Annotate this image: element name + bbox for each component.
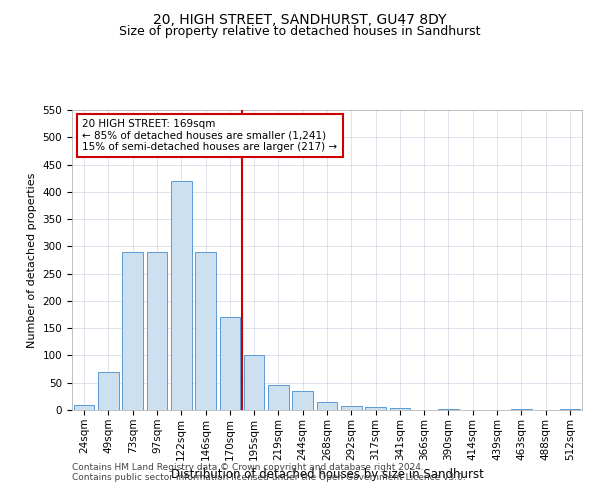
Bar (244, 356, 265, 410)
Text: Contains HM Land Registry data © Crown copyright and database right 2024.: Contains HM Land Registry data © Crown c… (72, 464, 424, 472)
Bar (341, 406, 362, 410)
X-axis label: Distribution of detached houses by size in Sandhurst: Distribution of detached houses by size … (170, 468, 484, 481)
Bar (268, 386, 289, 410)
Bar (122, 252, 143, 410)
Text: Size of property relative to detached houses in Sandhurst: Size of property relative to detached ho… (119, 25, 481, 38)
Bar (74, 404, 94, 410)
Bar (389, 408, 410, 410)
Bar (560, 409, 580, 410)
Bar (511, 409, 532, 410)
Bar (171, 181, 191, 410)
Bar (317, 402, 337, 410)
Bar (98, 372, 119, 410)
Bar (220, 318, 240, 410)
Bar (146, 252, 167, 410)
Bar (438, 409, 459, 410)
Text: 20, HIGH STREET, SANDHURST, GU47 8DY: 20, HIGH STREET, SANDHURST, GU47 8DY (153, 12, 447, 26)
Bar (365, 408, 386, 410)
Text: Contains public sector information licensed under the Open Government Licence v3: Contains public sector information licen… (72, 474, 466, 482)
Bar (292, 391, 313, 410)
Text: 20 HIGH STREET: 169sqm
← 85% of detached houses are smaller (1,241)
15% of semi-: 20 HIGH STREET: 169sqm ← 85% of detached… (82, 119, 337, 152)
Y-axis label: Number of detached properties: Number of detached properties (27, 172, 37, 348)
Bar (195, 252, 216, 410)
